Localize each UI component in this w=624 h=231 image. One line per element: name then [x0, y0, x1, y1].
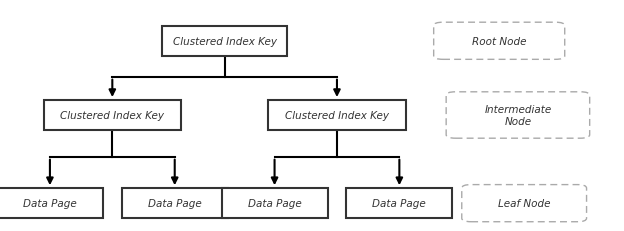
Text: Leaf Node: Leaf Node: [498, 198, 550, 208]
FancyBboxPatch shape: [434, 23, 565, 60]
Text: Data Page: Data Page: [248, 198, 301, 208]
Text: Clustered Index Key: Clustered Index Key: [173, 36, 276, 47]
Text: Clustered Index Key: Clustered Index Key: [285, 110, 389, 121]
FancyBboxPatch shape: [0, 188, 103, 218]
Text: Data Page: Data Page: [373, 198, 426, 208]
Text: Clustered Index Key: Clustered Index Key: [61, 110, 164, 121]
FancyBboxPatch shape: [162, 27, 287, 57]
Text: Root Node: Root Node: [472, 36, 527, 47]
FancyBboxPatch shape: [268, 100, 406, 131]
FancyBboxPatch shape: [222, 188, 328, 218]
FancyBboxPatch shape: [462, 185, 587, 222]
FancyBboxPatch shape: [346, 188, 452, 218]
FancyBboxPatch shape: [122, 188, 228, 218]
Text: Data Page: Data Page: [23, 198, 77, 208]
Text: Intermediate
Node: Intermediate Node: [484, 105, 552, 126]
Text: Data Page: Data Page: [148, 198, 202, 208]
FancyBboxPatch shape: [446, 92, 590, 139]
FancyBboxPatch shape: [44, 100, 181, 131]
